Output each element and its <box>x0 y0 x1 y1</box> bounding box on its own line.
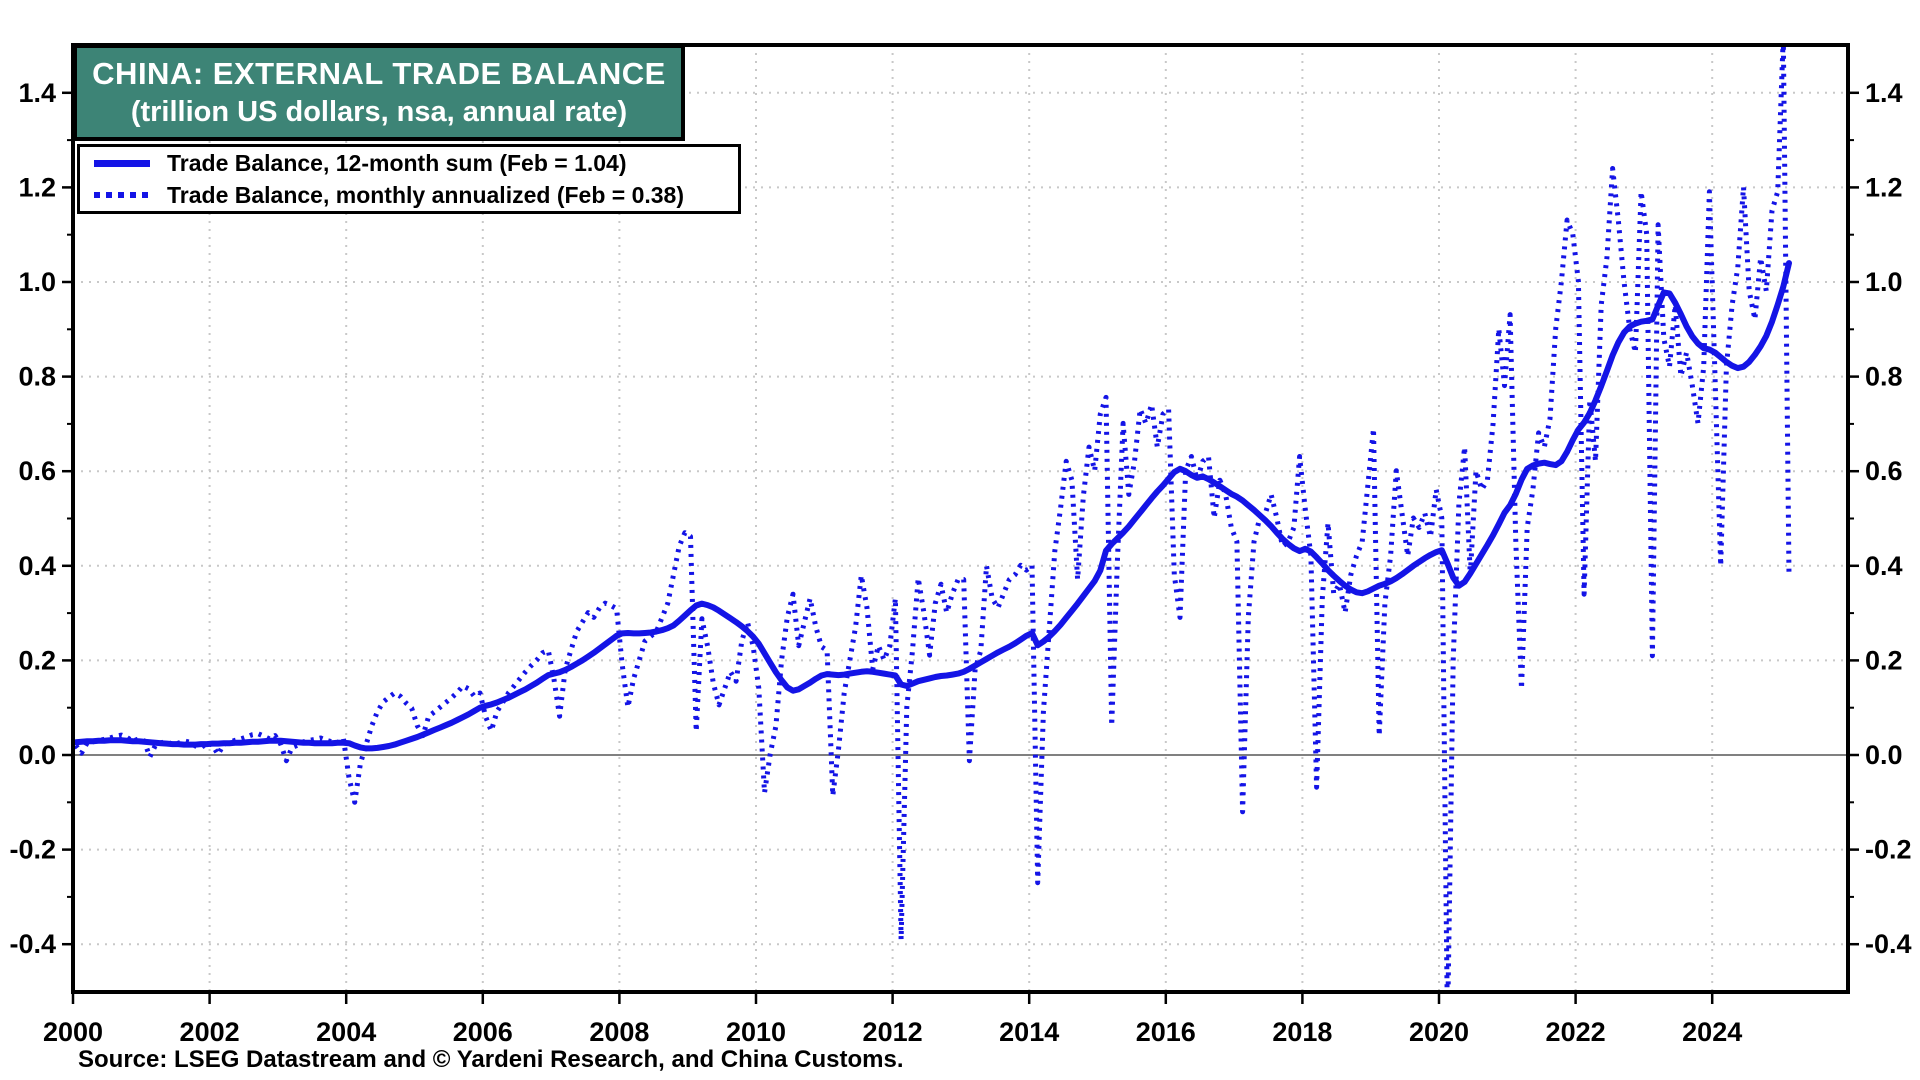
legend-label: Trade Balance, monthly annualized (Feb =… <box>167 181 685 208</box>
svg-text:2006: 2006 <box>453 1017 513 1047</box>
svg-text:-0.4: -0.4 <box>1865 929 1912 959</box>
svg-text:2014: 2014 <box>999 1017 1059 1047</box>
source-attribution: Source: LSEG Datastream and © Yardeni Re… <box>78 1046 904 1073</box>
chart-title-box: CHINA: EXTERNAL TRADE BALANCE (trillion … <box>73 44 685 141</box>
svg-text:0.8: 0.8 <box>1865 362 1903 392</box>
svg-text:1.0: 1.0 <box>18 267 56 297</box>
legend-item-monthly-annualized: Trade Balance, monthly annualized (Feb =… <box>94 182 738 209</box>
svg-text:2012: 2012 <box>863 1017 923 1047</box>
chart-subtitle: (trillion US dollars, nsa, annual rate) <box>130 96 628 128</box>
svg-text:0.0: 0.0 <box>18 740 56 770</box>
svg-text:2024: 2024 <box>1682 1017 1742 1047</box>
legend-label: Trade Balance, 12-month sum (Feb = 1.04) <box>167 149 627 176</box>
chart-title: CHINA: EXTERNAL TRADE BALANCE <box>92 56 666 91</box>
svg-text:0.2: 0.2 <box>1865 645 1903 675</box>
dotted-line-swatch-icon <box>94 192 150 198</box>
svg-text:2020: 2020 <box>1409 1017 1469 1047</box>
svg-text:2018: 2018 <box>1272 1017 1332 1047</box>
svg-text:1.0: 1.0 <box>1865 267 1903 297</box>
svg-text:1.4: 1.4 <box>1865 78 1903 108</box>
svg-text:0.4: 0.4 <box>1865 551 1903 581</box>
svg-text:0.6: 0.6 <box>18 456 56 486</box>
svg-text:0.2: 0.2 <box>18 645 56 675</box>
svg-text:2016: 2016 <box>1136 1017 1196 1047</box>
svg-text:0.6: 0.6 <box>1865 456 1903 486</box>
svg-text:1.2: 1.2 <box>1865 172 1903 202</box>
solid-line-swatch-icon <box>94 159 150 167</box>
svg-text:2022: 2022 <box>1546 1017 1606 1047</box>
svg-text:2004: 2004 <box>316 1017 376 1047</box>
legend-item-12-month-sum: Trade Balance, 12-month sum (Feb = 1.04) <box>94 150 738 177</box>
svg-text:0.4: 0.4 <box>18 551 56 581</box>
svg-text:-0.2: -0.2 <box>9 835 56 865</box>
chart-legend: Trade Balance, 12-month sum (Feb = 1.04)… <box>77 144 741 214</box>
svg-text:2010: 2010 <box>726 1017 786 1047</box>
svg-text:0.0: 0.0 <box>1865 740 1903 770</box>
svg-text:2002: 2002 <box>180 1017 240 1047</box>
svg-text:1.4: 1.4 <box>18 78 56 108</box>
svg-text:1.2: 1.2 <box>18 172 56 202</box>
svg-text:2000: 2000 <box>43 1017 103 1047</box>
svg-text:2008: 2008 <box>589 1017 649 1047</box>
svg-text:-0.2: -0.2 <box>1865 835 1912 865</box>
svg-text:-0.4: -0.4 <box>9 929 56 959</box>
svg-text:0.8: 0.8 <box>18 362 56 392</box>
